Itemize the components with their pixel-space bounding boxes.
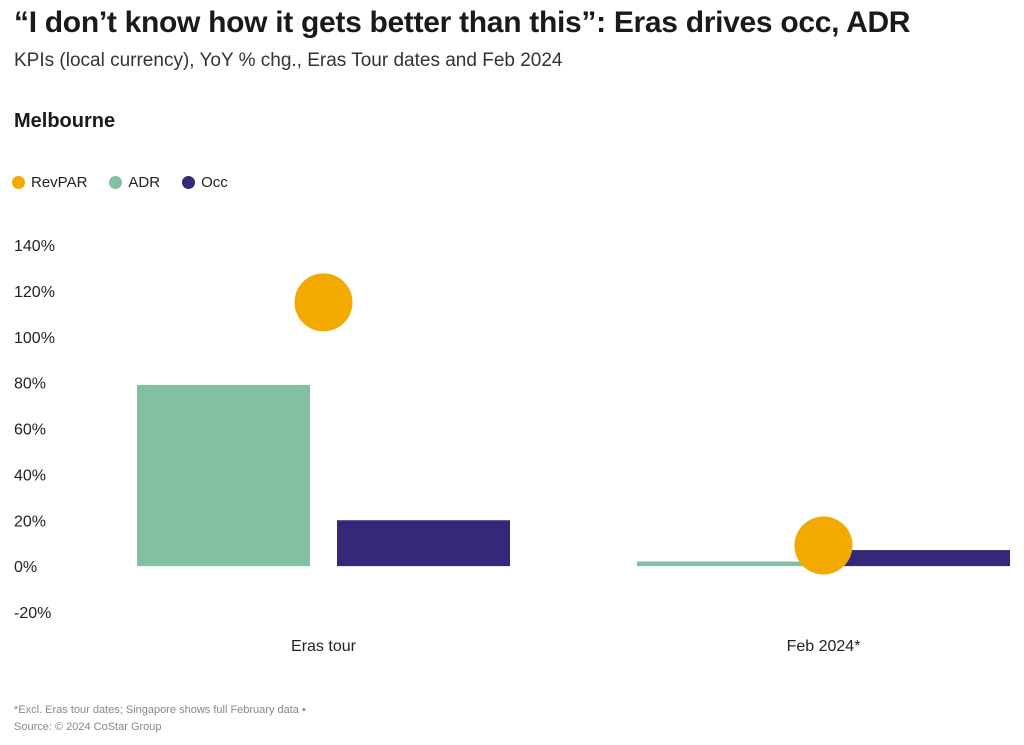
y-tick-label: 80% [14, 376, 46, 393]
y-tick-label: 120% [14, 284, 55, 301]
y-tick-label: -20% [14, 605, 51, 622]
bar-occ [337, 520, 510, 567]
y-tick-label: 100% [14, 330, 55, 347]
bar-adr [137, 384, 310, 567]
legend-swatch-adr [109, 176, 123, 189]
chart-plot-area: 140% 120% 100% 80% 60% 40% 20% 0% -20% Eras tour F… [14, 238, 1010, 655]
legend-label-adr: ADR [128, 174, 161, 191]
y-tick-label: 60% [14, 422, 46, 439]
y-tick-label: 20% [14, 513, 46, 530]
y-tick-label: 40% [14, 467, 46, 484]
footnote-note: *Excl. Eras tour dates; Singapore shows … [14, 704, 306, 716]
chart-title: “I don’t know how it gets better than th… [14, 6, 911, 39]
footnote: *Excl. Eras tour dates; Singapore shows … [14, 702, 306, 736]
legend-swatch-occ [182, 176, 196, 189]
chart-subtitle: KPIs (local currency), YoY % chg., Eras … [14, 50, 563, 71]
x-tick-label: Eras tour [291, 638, 357, 655]
legend-item-occ: Occ [182, 174, 228, 191]
bar-adr [637, 561, 810, 567]
point-revpar [794, 516, 853, 575]
y-tick-label: 0% [14, 559, 37, 576]
y-tick-label: 140% [14, 238, 55, 255]
x-tick-label: Feb 2024* [787, 638, 861, 655]
bar-occ [837, 550, 1010, 567]
legend-swatch-revpar [12, 176, 25, 189]
point-revpar [294, 273, 353, 332]
legend-label-occ: Occ [201, 174, 228, 191]
panel-title: Melbourne [14, 110, 116, 132]
legend-item-revpar: RevPAR [12, 174, 87, 191]
legend-label-revpar: RevPAR [31, 174, 88, 191]
footnote-source: Source: © 2024 CoStar Group [14, 721, 162, 733]
legend: RevPAR ADR Occ [12, 174, 228, 191]
legend-item-adr: ADR [109, 174, 160, 191]
